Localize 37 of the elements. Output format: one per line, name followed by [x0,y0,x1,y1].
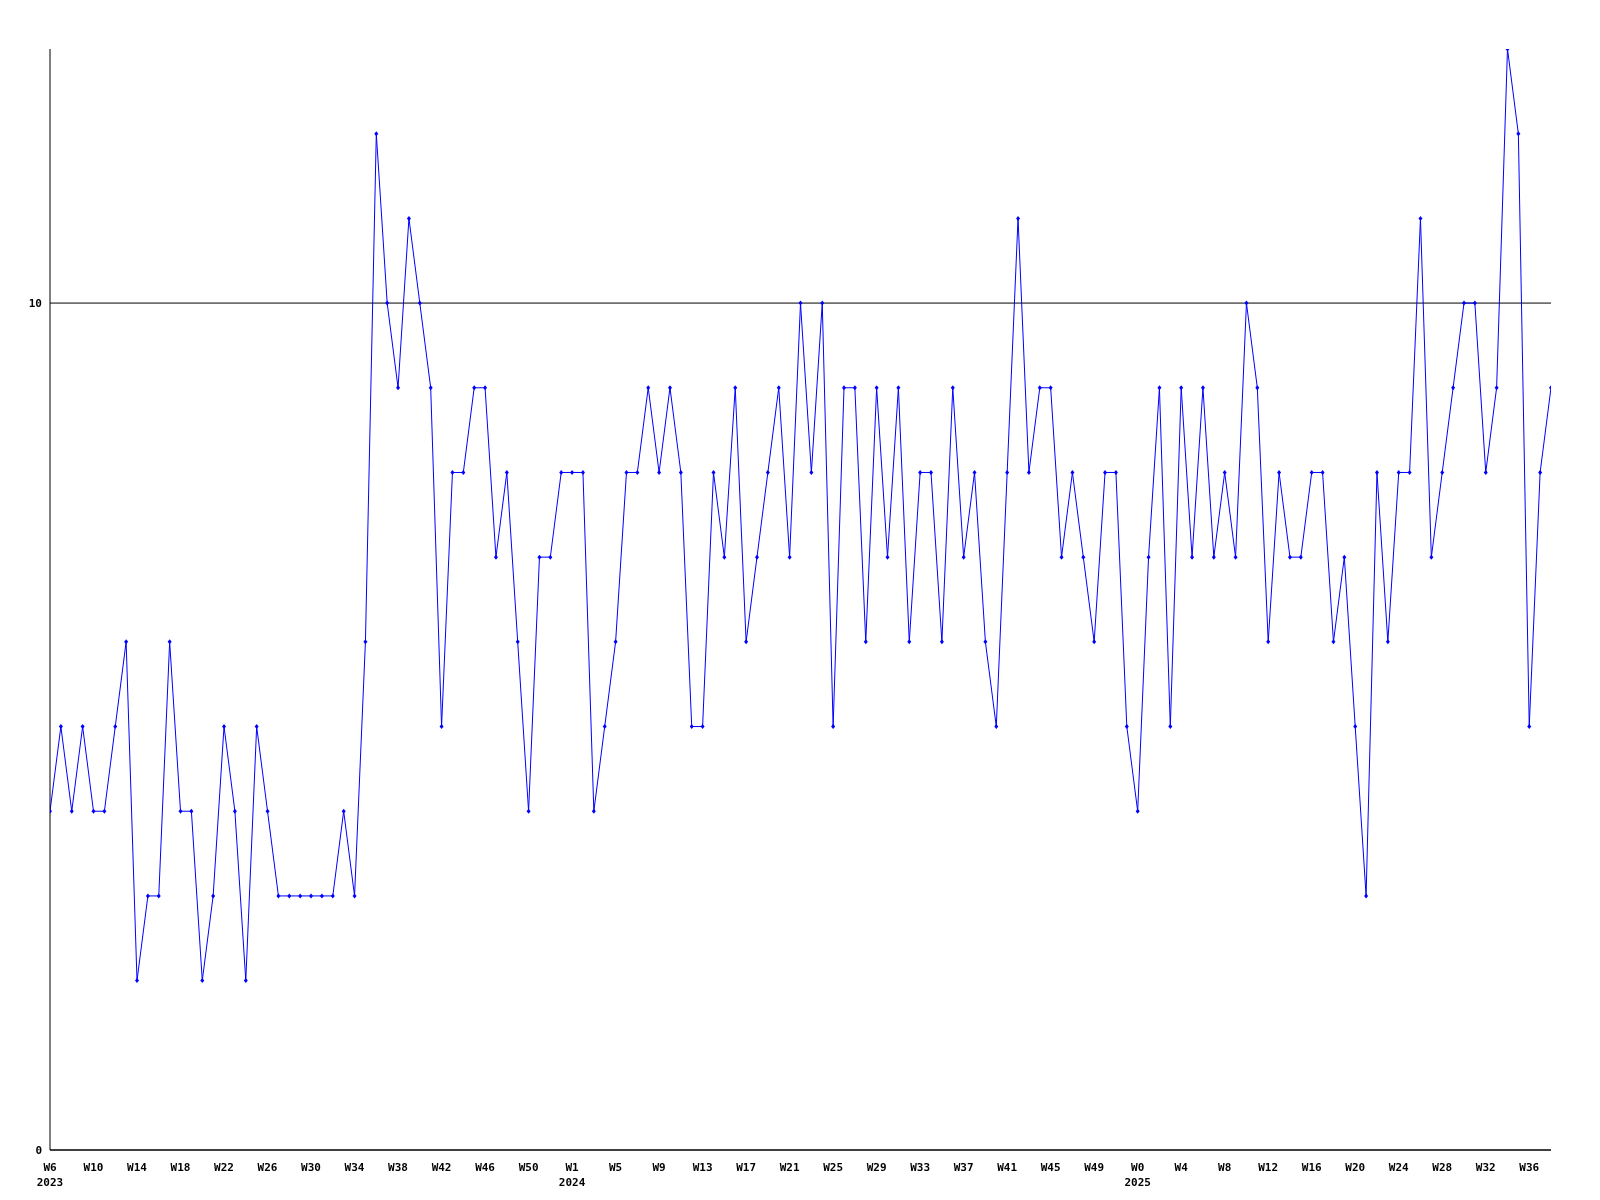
x-tick-label: W0 2025 [1124,1161,1151,1189]
x-tick-label: W38 [388,1161,408,1174]
x-tick-label: W41 [997,1161,1018,1174]
x-tick-label: W13 [692,1161,713,1174]
x-tick-label: W30 [301,1161,321,1174]
x-tick-label: W24 [1388,1161,1410,1174]
x-tick-label: W6 2023 [36,1161,64,1189]
x-tick-label: W14 [127,1161,148,1174]
y-tick-label: 10 [28,296,42,310]
x-tick-label: W34 [344,1161,365,1174]
x-tick-label: W16 [1301,1161,1323,1174]
x-tick-label: W22 [214,1161,234,1174]
x-tick-label: W12 [1258,1161,1279,1174]
x-tick-label: W33 [910,1161,931,1174]
x-tick-label: W49 [1084,1161,1105,1174]
x-tick-label: W1 2024 [558,1161,586,1189]
x-tick-label: W50 [518,1161,539,1174]
x-tick-label: W46 [475,1161,496,1174]
x-tick-label: W29 [866,1161,887,1174]
x-tick-label: W45 [1040,1161,1061,1174]
x-tick-label: W21 [779,1161,800,1174]
x-tick-label: W8 [1218,1161,1232,1174]
x-tick-label: W32 [1475,1161,1496,1174]
x-tick-label: W17 [736,1161,757,1174]
x-tick-label: W28 [1432,1161,1453,1174]
x-tick-label: W36 [1519,1161,1540,1174]
x-tick-label: W42 [431,1161,452,1174]
x-tick-label: W20 [1345,1161,1366,1174]
x-tick-label: W26 [257,1161,278,1174]
y-tick-label: 0 [35,1143,42,1157]
x-tick-label: W10 [83,1161,104,1174]
x-tick-label: W37 [953,1161,974,1174]
x-tick-label: W9 [652,1161,666,1174]
x-tick-label: W25 [823,1161,844,1174]
x-tick-label: W5 [608,1161,623,1174]
x-tick-label: W18 [170,1161,191,1174]
x-tick-label: W4 [1174,1161,1189,1174]
